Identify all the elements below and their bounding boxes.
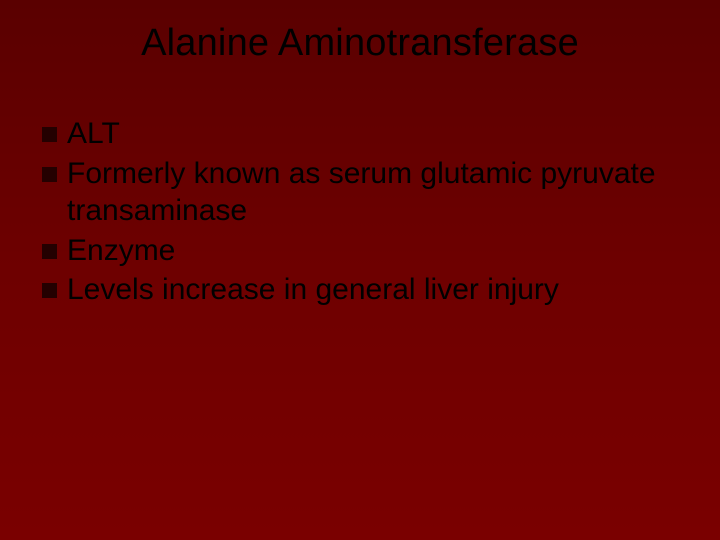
list-item: ALT <box>42 115 670 153</box>
bullet-text: ALT <box>67 115 670 153</box>
slide-title: Alanine Aminotransferase <box>0 22 720 65</box>
bullet-text: Formerly known as serum glutamic pyruvat… <box>67 155 670 230</box>
list-item: Formerly known as serum glutamic pyruvat… <box>42 155 670 230</box>
list-item: Enzyme <box>42 232 670 270</box>
list-item: Levels increase in general liver injury <box>42 271 670 309</box>
bullet-icon <box>42 167 57 182</box>
bullet-text: Enzyme <box>67 232 670 270</box>
slide-body: ALT Formerly known as serum glutamic pyr… <box>42 115 670 311</box>
bullet-icon <box>42 244 57 259</box>
bullet-icon <box>42 127 57 142</box>
bullet-text: Levels increase in general liver injury <box>67 271 670 309</box>
bullet-icon <box>42 283 57 298</box>
slide: Alanine Aminotransferase ALT Formerly kn… <box>0 0 720 540</box>
